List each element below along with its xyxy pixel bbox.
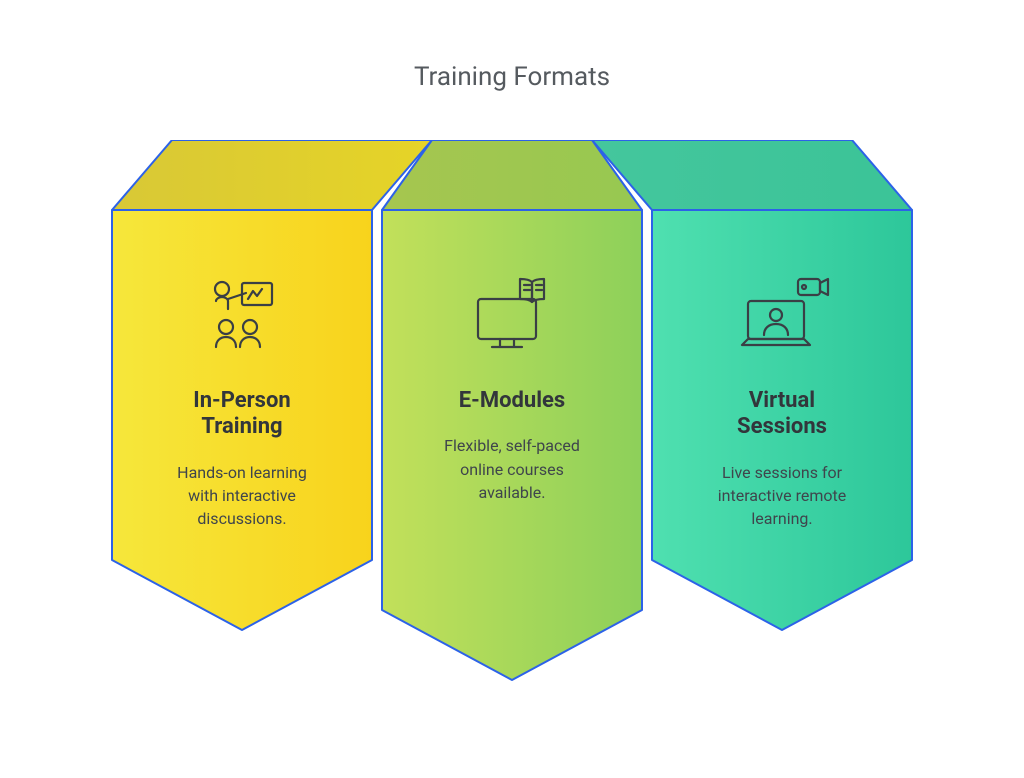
card-desc-1: Flexible, self-paced online courses avai…	[406, 434, 618, 504]
card-desc-0: Hands-on learning with interactive discu…	[136, 461, 348, 531]
card-desc-2: Live sessions for interactive remote lea…	[676, 461, 888, 531]
teacher-icon	[136, 264, 348, 374]
card-title-2: Virtual Sessions	[676, 388, 888, 441]
card-title-0: In-Person Training	[136, 388, 348, 441]
laptop-video-icon	[676, 264, 888, 374]
page-title: Training Formats	[0, 62, 1024, 92]
card-e-modules: E-Modules Flexible, self-paced online co…	[382, 264, 642, 504]
card-in-person: In-Person Training Hands-on learning wit…	[112, 264, 372, 530]
cards-stage: In-Person Training Hands-on learning wit…	[102, 140, 922, 700]
monitor-book-icon	[406, 264, 618, 374]
card-virtual: Virtual Sessions Live sessions for inter…	[652, 264, 912, 530]
card-title-1: E-Modules	[406, 388, 618, 414]
